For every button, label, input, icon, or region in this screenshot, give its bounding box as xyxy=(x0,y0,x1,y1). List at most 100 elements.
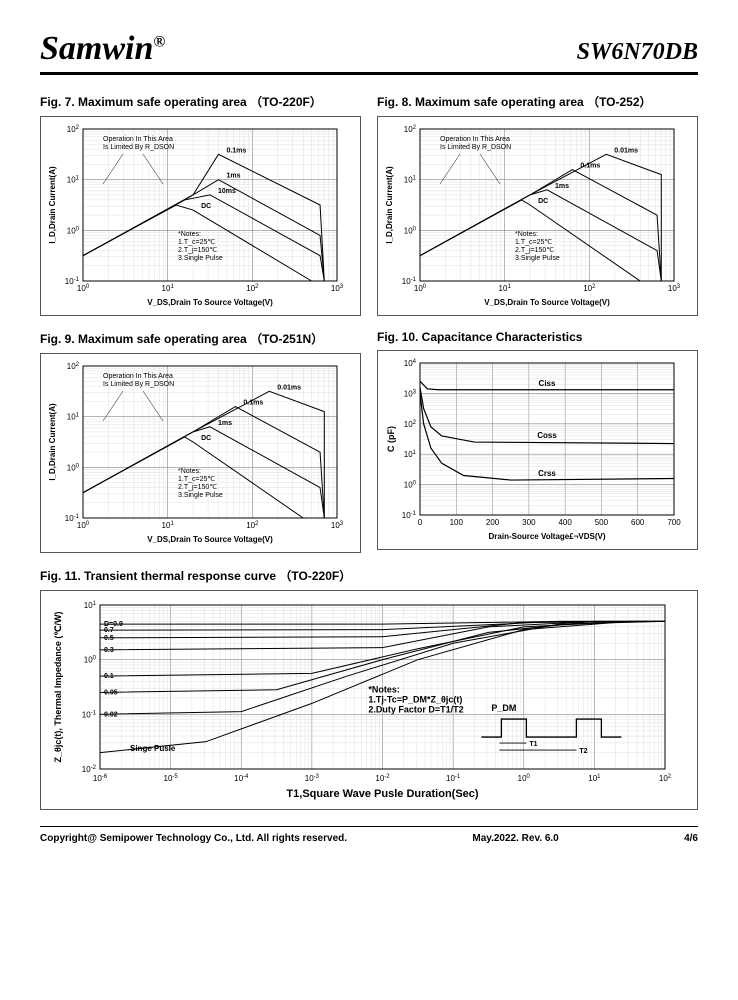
svg-text:102: 102 xyxy=(404,125,417,134)
fig10-title: Fig. 10. Capacitance Characteristics xyxy=(377,330,698,344)
svg-text:V_DS,Drain To Source Voltage(V: V_DS,Drain To Source Voltage(V) xyxy=(484,298,610,307)
svg-text:*Notes:1.T_c=25℃2.T_j=150℃3.Si: *Notes:1.T_c=25℃2.T_j=150℃3.Single Pulse xyxy=(178,468,223,499)
svg-text:100: 100 xyxy=(450,518,464,527)
svg-text:101: 101 xyxy=(499,284,512,293)
svg-text:10-3: 10-3 xyxy=(305,774,320,783)
svg-text:102: 102 xyxy=(246,521,259,530)
svg-text:0.1ms: 0.1ms xyxy=(226,147,246,154)
svg-text:200: 200 xyxy=(486,518,500,527)
svg-text:I_D,Drain Current(A): I_D,Drain Current(A) xyxy=(48,403,57,481)
figure-11: Fig. 11. Transient thermal response curv… xyxy=(40,563,698,810)
svg-text:400: 400 xyxy=(558,518,572,527)
svg-text:T2: T2 xyxy=(579,748,587,755)
svg-text:102: 102 xyxy=(67,125,80,134)
svg-text:101: 101 xyxy=(84,601,97,610)
fig9-title: Fig. 9. Maximum safe operating area （TO-… xyxy=(40,330,361,347)
svg-text:100: 100 xyxy=(77,284,90,293)
svg-text:1ms: 1ms xyxy=(555,183,569,190)
svg-text:10-2: 10-2 xyxy=(375,774,390,783)
svg-text:104: 104 xyxy=(404,359,417,368)
part-number: SW6N70DB xyxy=(577,39,698,66)
datasheet-page: Samwin® SW6N70DB Fig. 7. Maximum safe op… xyxy=(0,0,738,864)
figure-8: Fig. 8. Maximum safe operating area （TO-… xyxy=(377,89,698,316)
svg-text:103: 103 xyxy=(331,284,344,293)
svg-text:100: 100 xyxy=(67,226,80,235)
svg-text:0.02: 0.02 xyxy=(104,711,118,718)
svg-text:0.1ms: 0.1ms xyxy=(580,163,600,170)
svg-text:101: 101 xyxy=(162,521,175,530)
svg-text:100: 100 xyxy=(67,463,80,472)
figure-7: Fig. 7. Maximum safe operating area （TO-… xyxy=(40,89,361,316)
svg-text:C (pF): C (pF) xyxy=(386,426,396,452)
svg-text:Drain-Source Voltage£¬VDS(V): Drain-Source Voltage£¬VDS(V) xyxy=(489,532,606,541)
svg-text:0: 0 xyxy=(418,518,423,527)
svg-text:Singe Pusle: Singe Pusle xyxy=(130,744,176,753)
fig7-title: Fig. 7. Maximum safe operating area （TO-… xyxy=(40,93,361,110)
svg-text:Crss: Crss xyxy=(538,469,556,478)
svg-text:0.7: 0.7 xyxy=(104,627,114,634)
svg-text:DC: DC xyxy=(201,203,211,210)
svg-text:300: 300 xyxy=(522,518,536,527)
svg-text:10-1: 10-1 xyxy=(446,774,461,783)
copyright-text: Copyright@ Semipower Technology Co., Ltd… xyxy=(40,833,347,844)
svg-text:0.3: 0.3 xyxy=(104,647,114,654)
fig9-chart: 10010110210310-11001011020.01ms0.1ms1msD… xyxy=(45,358,345,548)
svg-text:Z_θjc(t), Thermal Impedance (℃: Z_θjc(t), Thermal Impedance (℃/W) xyxy=(53,612,63,763)
svg-text:100: 100 xyxy=(414,284,427,293)
svg-text:103: 103 xyxy=(668,284,681,293)
svg-text:1ms: 1ms xyxy=(226,173,240,180)
svg-text:101: 101 xyxy=(404,450,417,459)
svg-text:Operation In This AreaIs Limit: Operation In This AreaIs Limited By R_DS… xyxy=(103,373,174,388)
svg-text:I_D,Drain Current(A): I_D,Drain Current(A) xyxy=(48,166,57,244)
svg-text:I_D,Drain Current(A): I_D,Drain Current(A) xyxy=(385,166,394,244)
svg-text:0.01ms: 0.01ms xyxy=(614,147,638,154)
svg-text:102: 102 xyxy=(246,284,259,293)
svg-text:103: 103 xyxy=(404,389,417,398)
svg-text:1ms: 1ms xyxy=(218,420,232,427)
svg-text:10-4: 10-4 xyxy=(234,774,249,783)
svg-text:102: 102 xyxy=(404,420,417,429)
svg-text:100: 100 xyxy=(404,226,417,235)
figure-10: Fig. 10. Capacitance Characteristics 010… xyxy=(377,326,698,553)
fig8-title: Fig. 8. Maximum safe operating area （TO-… xyxy=(377,93,698,110)
svg-text:Coss: Coss xyxy=(537,431,557,440)
svg-text:T1,Square Wave Pusle Duration(: T1,Square Wave Pusle Duration(Sec) xyxy=(286,788,478,800)
svg-text:10-1: 10-1 xyxy=(402,511,417,520)
svg-text:DC: DC xyxy=(538,198,548,205)
svg-text:600: 600 xyxy=(631,518,645,527)
fig8-chart: 10010110210310-11001011020.01ms0.1ms1msD… xyxy=(382,121,682,311)
svg-text:*Notes:1.Tj-Tc=P_DM*Z_θjc(t)2.: *Notes:1.Tj-Tc=P_DM*Z_θjc(t)2.Duty Facto… xyxy=(368,684,463,714)
svg-text:0.1: 0.1 xyxy=(104,673,114,680)
svg-text:T1: T1 xyxy=(529,741,537,748)
svg-text:100: 100 xyxy=(518,774,531,783)
svg-text:*Notes:1.T_c=25℃2.T_j=150℃3.Si: *Notes:1.T_c=25℃2.T_j=150℃3.Single Pulse xyxy=(515,231,560,262)
svg-text:102: 102 xyxy=(659,774,672,783)
svg-text:0.01ms: 0.01ms xyxy=(277,384,301,391)
svg-text:0.5: 0.5 xyxy=(104,635,114,642)
svg-text:V_DS,Drain To Source Voltage(V: V_DS,Drain To Source Voltage(V) xyxy=(147,535,273,544)
svg-text:100: 100 xyxy=(84,656,97,665)
page-number: 4/6 xyxy=(684,833,698,844)
revision-text: May.2022. Rev. 6.0 xyxy=(472,833,558,844)
svg-text:0.1ms: 0.1ms xyxy=(243,400,263,407)
company-logo: Samwin® xyxy=(40,30,165,68)
page-header: Samwin® SW6N70DB xyxy=(40,30,698,75)
svg-text:0.05: 0.05 xyxy=(104,689,118,696)
svg-text:103: 103 xyxy=(331,521,344,530)
svg-text:102: 102 xyxy=(67,362,80,371)
svg-text:Operation In This AreaIs Limit: Operation In This AreaIs Limited By R_DS… xyxy=(440,136,511,151)
svg-text:10-2: 10-2 xyxy=(82,765,97,774)
svg-text:101: 101 xyxy=(67,413,80,422)
svg-text:P_DM: P_DM xyxy=(491,703,516,713)
svg-text:10-6: 10-6 xyxy=(93,774,108,783)
svg-text:10-5: 10-5 xyxy=(164,774,179,783)
svg-text:101: 101 xyxy=(588,774,601,783)
svg-text:10-1: 10-1 xyxy=(82,710,97,719)
svg-text:101: 101 xyxy=(67,176,80,185)
svg-text:Operation In This AreaIs Limit: Operation In This AreaIs Limited By R_DS… xyxy=(103,136,174,151)
svg-text:*Notes:1.T_c=25℃2.T_j=150℃3.Si: *Notes:1.T_c=25℃2.T_j=150℃3.Single Pulse xyxy=(178,231,223,262)
svg-text:Ciss: Ciss xyxy=(539,379,556,388)
figure-9: Fig. 9. Maximum safe operating area （TO-… xyxy=(40,326,361,553)
svg-text:102: 102 xyxy=(583,284,596,293)
fig7-chart: 10010110210310-11001011020.1ms1ms10msDCO… xyxy=(45,121,345,311)
